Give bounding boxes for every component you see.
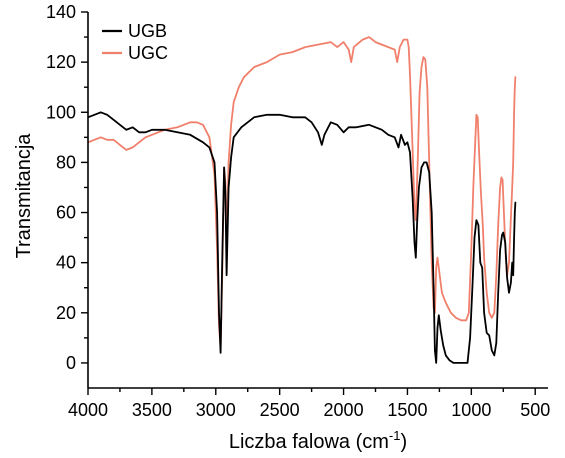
x-tick-label: 1500 [387, 400, 427, 420]
legend-label-ugc: UGC [128, 43, 168, 63]
x-tick-label: 3000 [196, 400, 236, 420]
x-tick-label: 4000 [68, 400, 108, 420]
y-tick-label: 40 [56, 253, 76, 273]
x-axis-title-superscript: -1 [389, 428, 401, 443]
ticks-layer: 4000 3500 3000 2500 2000 1500 1000 500 0 20 40 60 80… [46, 2, 550, 420]
x-tick-label: 2000 [324, 400, 364, 420]
x-tick-label: 500 [520, 400, 550, 420]
x-axis-title: Liczba falowa (cm-1) [229, 428, 407, 453]
y-tick-label: 100 [46, 102, 76, 122]
x-tick-label: 3500 [132, 400, 172, 420]
axes-layer [87, 12, 548, 389]
y-tick-label: 60 [56, 203, 76, 223]
y-axis-title: Transmitancja [13, 133, 35, 259]
y-tick-label: 80 [56, 152, 76, 172]
y-tick-label: 20 [56, 303, 76, 323]
series-layer [88, 36, 517, 364]
x-axis-title-close: ) [400, 431, 407, 453]
x-axis-title-main: Liczba falowa (cm [229, 431, 389, 453]
series-line-ugb [88, 111, 517, 364]
x-tick-label: 1000 [451, 400, 491, 420]
series-line-ugc [88, 36, 517, 349]
y-tick-label: 0 [66, 353, 76, 373]
y-tick-label: 120 [46, 52, 76, 72]
x-tick-label: 2500 [260, 400, 300, 420]
legend-label-ugb: UGB [128, 21, 167, 41]
y-tick-label: 140 [46, 2, 76, 22]
